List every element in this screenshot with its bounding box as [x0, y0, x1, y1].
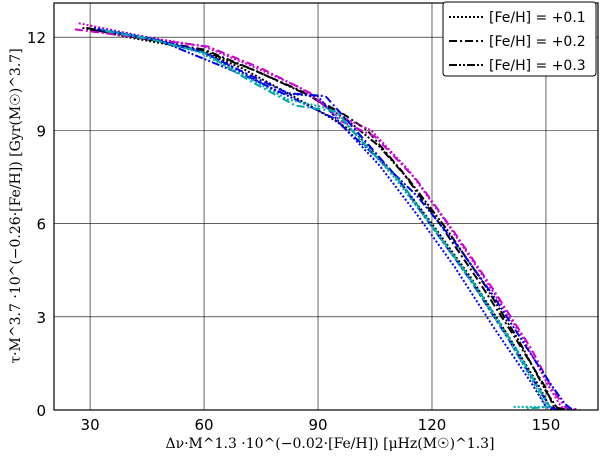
plot-frame: [53, 2, 599, 411]
x-tick-label: 60: [195, 416, 214, 434]
series-line: [78, 22, 577, 410]
series-line: [108, 30, 574, 410]
series-lines: [74, 22, 581, 410]
x-tick-label: 30: [81, 416, 100, 434]
y-tick-label: 3: [36, 309, 46, 327]
y-axis-label: τ·M^3.7 ·10^(−0.26·[Fe/H]) [Gyr(M☉)^3.7]: [8, 48, 24, 363]
series-line: [105, 30, 552, 410]
legend-label: [Fe/H] = +0.1: [489, 10, 586, 26]
y-tick-label: 12: [27, 29, 46, 47]
series-line: [93, 26, 554, 410]
x-tick-label: 90: [308, 416, 327, 434]
x-tick-label: 150: [532, 416, 561, 434]
legend-box: [442, 1, 597, 77]
x-tick-label: 120: [418, 416, 447, 434]
legend-label: [Fe/H] = +0.2: [489, 34, 586, 50]
tick-labels: 30 60 90 120 150 0 3 6 9 12: [27, 29, 560, 434]
series-line: [89, 28, 573, 410]
legend-label: [Fe/H] = +0.3: [489, 58, 586, 74]
y-tick-label: 9: [36, 122, 46, 140]
legend: [Fe/H] = +0.1 [Fe/H] = +0.2 [Fe/H] = +0.3: [442, 1, 597, 77]
x-axis-label: Δν·M^1.3 ·10^(−0.02·[Fe/H]) [μHz(M☉)^1.3…: [165, 436, 494, 452]
y-tick-label: 0: [36, 402, 46, 420]
y-tick-label: 6: [36, 216, 46, 234]
